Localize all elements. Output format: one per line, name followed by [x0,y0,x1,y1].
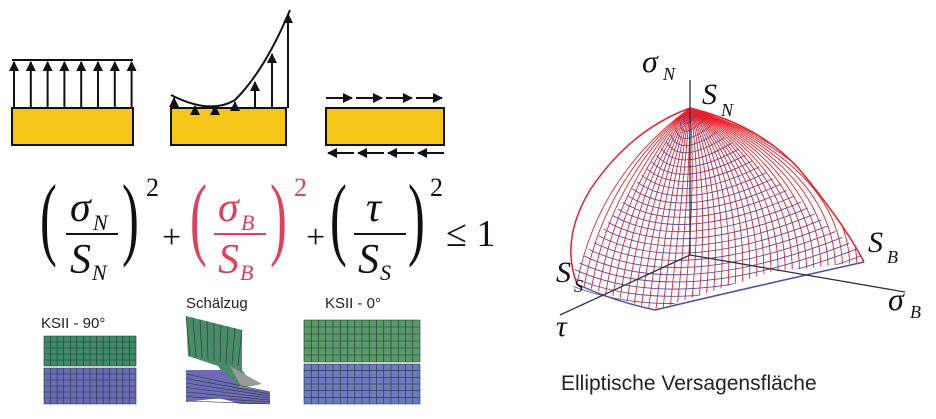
specimen-label-schaelzug: Schälzug [186,295,248,312]
uniform-load-arrows [9,61,137,108]
ss-label-sub: S [574,276,583,296]
specimen-mesh-schaelzug [185,315,271,405]
surface-base-curve [576,261,865,311]
term2-exp: 2 [294,173,307,202]
term2-num-sub: B [241,210,254,235]
term2-num: σ [218,185,241,231]
term3-exp: 2 [430,173,443,202]
paren-close-1: ) [122,167,139,269]
uniform-normal-load-diagram [9,59,137,146]
term2-den: S [218,237,239,283]
surface-mesh-lines [564,108,864,310]
term3-num: τ [366,185,383,231]
shear-load-diagram [325,93,445,158]
paren-open-2: ( [190,167,207,269]
plate-3 [325,107,445,146]
paren-close-2: ) [270,167,287,269]
bending-load-arrows [169,13,293,115]
tau-axis [559,254,691,316]
tau-axis-label: τ [556,310,568,343]
formula-term-1: ( σ N S N ) 2 [40,167,159,285]
specimen-mesh-ksii-0 [303,319,421,405]
specimen-label-ksii-0: KSII - 0° [325,295,381,312]
sigma-n-axis-label: σ [642,43,659,79]
sigma-b-axis-label: σ [888,281,905,317]
term1-exp: 2 [146,173,159,202]
bending-load-curve [170,9,291,108]
formula-term-2: ( σ B S B ) 2 [190,167,307,285]
plus-1: + [162,219,181,256]
sigma-b-axis-label-sub: B [910,302,921,322]
ss-label: S [556,256,571,289]
plus-2: + [306,219,325,256]
elliptic-failure-surface: σ N S N S B σ B S S τ Elliptische Versag… [552,43,921,395]
relation-le-one: ≤ 1 [446,213,495,255]
sb-label: S [868,226,883,259]
formula-term-3: ( τ S S ) 2 [330,167,443,285]
failure-criterion-formula: ( σ N S N ) 2 + ( σ B S B ) 2 + ( τ S [40,167,495,285]
term3-den-sub: S [380,260,391,285]
term1-num: σ [70,185,93,231]
plate-1 [11,107,134,146]
term1-den: S [70,237,91,283]
sb-label-sub: B [887,247,898,267]
bending-load-diagram [169,9,293,146]
sn-label: S [702,78,717,111]
shear-load-arrows [326,93,444,158]
specimen-mesh-ksii-90 [43,335,137,405]
sn-label-sub: N [720,100,734,120]
paren-open-1: ( [40,167,57,269]
term2-den-sub: B [240,260,253,285]
term1-den-sub: N [91,260,108,285]
sigma-b-axis [689,254,906,293]
paren-close-3: ) [408,167,425,269]
term3-den: S [358,237,379,283]
specimen-label-ksii-90: KSII - 90° [41,315,105,332]
paren-open-3: ( [330,167,347,269]
surface-caption: Elliptische Versagensfläche [561,372,817,395]
sigma-n-axis-label-sub: N [662,64,676,84]
plate-2 [170,107,287,146]
term1-num-sub: N [92,210,109,235]
